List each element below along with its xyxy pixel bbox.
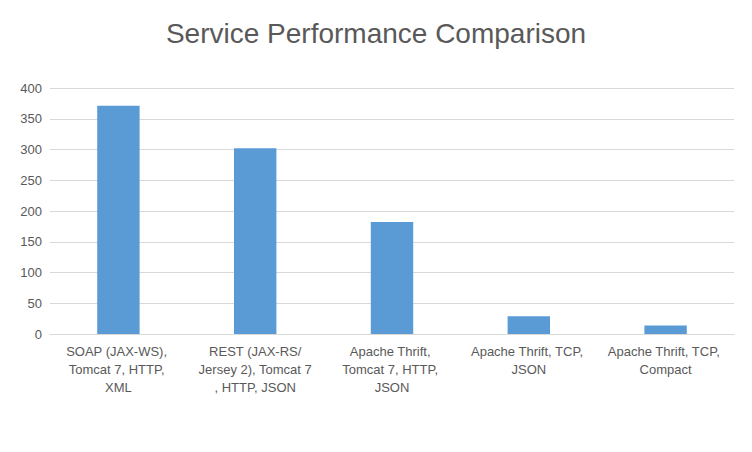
svg-text:Compact: Compact <box>640 362 692 377</box>
svg-text:SOAP (JAX-WS),: SOAP (JAX-WS), <box>66 344 170 359</box>
svg-text:0: 0 <box>35 327 42 342</box>
svg-text:Jersey 2), Tomcat 7: Jersey 2), Tomcat 7 <box>199 362 312 377</box>
svg-text:150: 150 <box>20 234 42 249</box>
svg-text:Apache Thrift,: Apache Thrift, <box>350 344 434 359</box>
svg-text:, HTTP, JSON: , HTTP, JSON <box>215 380 296 395</box>
svg-text:100: 100 <box>20 265 42 280</box>
svg-text:Tomcat 7, HTTP,: Tomcat 7, HTTP, <box>69 362 168 377</box>
svg-text:400: 400 <box>20 81 42 96</box>
svg-text:Apache Thrift, TCP,: Apache Thrift, TCP, <box>608 344 724 359</box>
svg-text:250: 250 <box>20 173 42 188</box>
svg-text:XML: XML <box>105 380 132 395</box>
svg-text:JSON: JSON <box>511 362 546 377</box>
svg-text:Tomcat 7, HTTP,: Tomcat 7, HTTP, <box>342 362 441 377</box>
svg-text:300: 300 <box>20 142 42 157</box>
svg-text:Apache Thrift, TCP,: Apache Thrift, TCP, <box>471 344 587 359</box>
svg-text:50: 50 <box>28 296 42 311</box>
svg-text:JSON: JSON <box>375 380 410 395</box>
svg-text:REST (JAX-RS/: REST (JAX-RS/ <box>209 344 302 359</box>
svg-text:200: 200 <box>20 204 42 219</box>
svg-text:Service Performance Comparison: Service Performance Comparison <box>166 18 586 49</box>
svg-text:350: 350 <box>20 111 42 126</box>
